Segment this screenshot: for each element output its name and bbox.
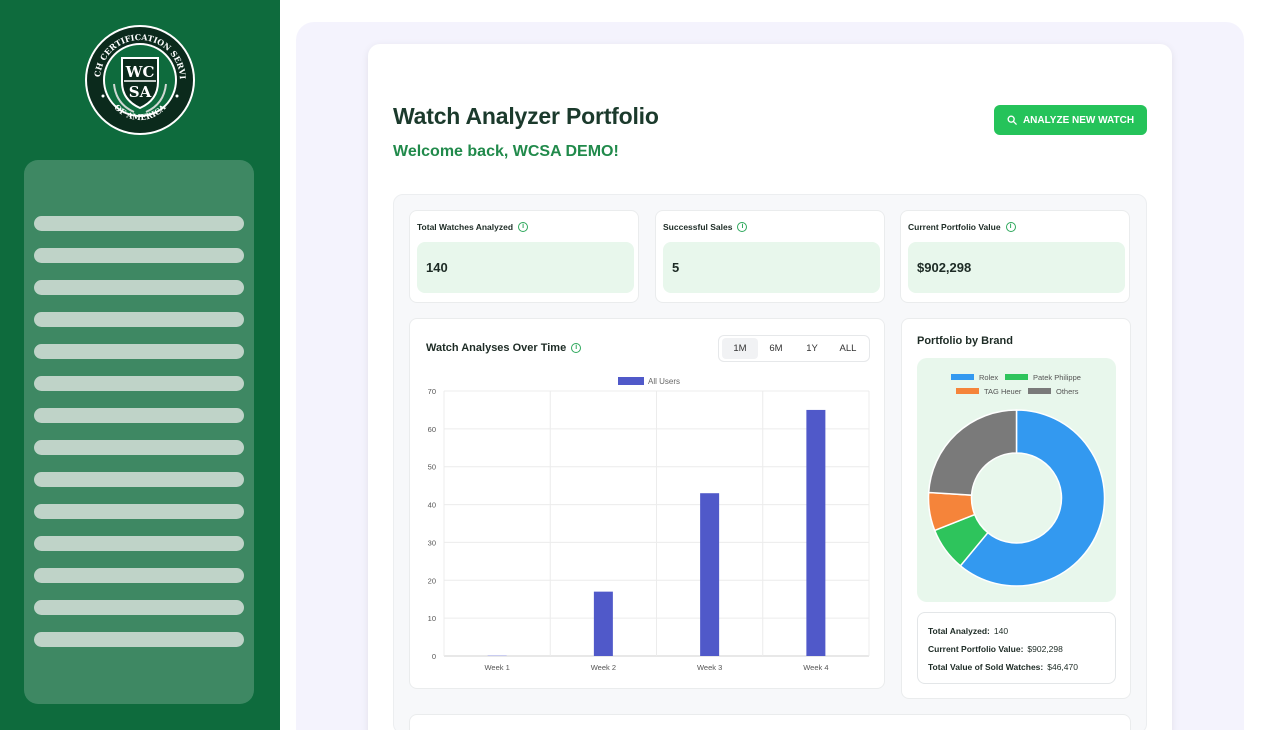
sidebar-item[interactable] (34, 632, 244, 647)
y-tick-label: 30 (428, 538, 436, 547)
legend-label: Rolex (979, 373, 998, 382)
analyze-button-label: ANALYZE NEW WATCH (1022, 114, 1135, 126)
stat-value: 140 (417, 242, 634, 293)
bottom-card (409, 714, 1131, 730)
legend-swatch (1028, 388, 1051, 394)
sidebar-item[interactable] (34, 440, 244, 455)
analyses-chart-card: Watch Analyses Over Time i 1M 6M 1Y ALL A… (409, 318, 885, 689)
x-tick-label: Week 1 (484, 663, 509, 672)
chart-title: Watch Analyses Over Time (426, 342, 567, 354)
legend-swatch (956, 388, 979, 394)
sidebar-item[interactable] (34, 504, 244, 519)
y-tick-label: 50 (428, 463, 436, 472)
sidebar-item[interactable] (34, 248, 244, 263)
legend-swatch (951, 374, 974, 380)
donut-panel: Rolex Patek Philippe TAG Heuer Others (917, 358, 1116, 602)
portfolio-summary: Total Analyzed: 140 Current Portfolio Val… (917, 612, 1116, 684)
bar[interactable] (806, 409, 826, 656)
sidebar-item[interactable] (34, 376, 244, 391)
donut-slice[interactable] (959, 409, 1106, 587)
info-icon[interactable]: i (1005, 222, 1016, 232)
brand-donut-chart: Rolex Patek Philippe TAG Heuer Others (927, 373, 1106, 587)
donut-slice[interactable] (927, 409, 1018, 496)
stat-card-successful-sales: Successful Sales i 5 (655, 210, 885, 303)
bar[interactable] (593, 591, 613, 656)
summary-portfolio-value: Current Portfolio Value: $902,298 (928, 644, 1063, 654)
analyses-bar-chart: All Users 0 10 20 30 40 50 60 70 Week 1 Week 2 Week… (428, 377, 870, 672)
tab-6m[interactable]: 6M (769, 343, 783, 354)
x-tick-label: Week 4 (803, 663, 828, 672)
sidebar-item[interactable] (34, 280, 244, 295)
info-icon[interactable]: i (571, 343, 582, 353)
time-range-tabs: 1M 6M 1Y ALL (718, 335, 870, 362)
sidebar-item[interactable] (34, 344, 244, 359)
seal-mark-bottom: SA (129, 83, 152, 101)
y-tick-label: 40 (428, 501, 436, 510)
x-tick-label: Week 3 (697, 663, 722, 672)
legend-label: TAG Heuer (984, 387, 1022, 396)
analyze-new-watch-button[interactable]: ANALYZE NEW WATCH (994, 105, 1147, 135)
welcome-message: Welcome back, WCSA DEMO! (393, 143, 619, 160)
y-tick-label: 0 (432, 652, 436, 661)
stat-label: Current Portfolio Value (908, 222, 1001, 232)
sidebar-item[interactable] (34, 568, 244, 583)
wcsa-seal-icon: WATCH CERTIFICATION SERVICES OF AMERICA … (79, 16, 195, 135)
page-title: Watch Analyzer Portfolio (393, 103, 659, 129)
tab-all[interactable]: ALL (839, 343, 857, 354)
tab-1m[interactable]: 1M (722, 338, 758, 359)
summary-sold-value: Total Value of Sold Watches: $46,470 (928, 662, 1078, 672)
stat-value: $902,298 (908, 242, 1125, 293)
stat-label: Total Watches Analyzed (417, 222, 514, 232)
y-tick-label: 20 (428, 576, 436, 585)
sidebar-item[interactable] (34, 600, 244, 615)
legend-swatch (618, 377, 644, 385)
bar[interactable] (700, 493, 720, 656)
y-tick-label: 10 (428, 614, 436, 623)
stat-value: 5 (663, 242, 880, 293)
summary-total-analyzed: Total Analyzed: 140 (928, 626, 1009, 636)
legend-label: Patek Philippe (1033, 373, 1081, 382)
legend-swatch (1005, 374, 1028, 380)
sidebar-item[interactable] (34, 408, 244, 423)
chart-legend: All Users (618, 377, 680, 386)
stat-card-portfolio-value: Current Portfolio Value i $902,298 (900, 210, 1130, 303)
x-tick-label: Week 2 (591, 663, 616, 672)
wcsa-logo[interactable]: WATCH CERTIFICATION SERVICES OF AMERICA … (79, 16, 196, 136)
tab-1y[interactable]: 1Y (806, 343, 818, 354)
info-icon[interactable]: i (737, 222, 748, 232)
brand-chart-title: Portfolio by Brand (917, 335, 1013, 347)
y-tick-label: 70 (428, 387, 436, 396)
legend-label: Others (1056, 387, 1079, 396)
stat-label: Successful Sales (663, 222, 733, 232)
sidebar-item[interactable] (34, 312, 244, 327)
sidebar-item[interactable] (34, 472, 244, 487)
legend-label: All Users (648, 377, 680, 386)
seal-mark-top: WC (125, 63, 155, 81)
sidebar-item[interactable] (34, 536, 244, 551)
bar[interactable] (487, 655, 507, 656)
y-tick-label: 60 (428, 425, 436, 434)
sidebar: WATCH CERTIFICATION SERVICES OF AMERICA … (0, 0, 280, 730)
brand-chart-card: Portfolio by Brand Rolex Patek Philippe TA… (901, 318, 1131, 699)
stat-card-total-watches: Total Watches Analyzed i 140 (409, 210, 639, 303)
search-icon (1007, 115, 1017, 125)
info-icon[interactable]: i (518, 222, 529, 232)
sidebar-nav (24, 160, 254, 704)
sidebar-item[interactable] (34, 216, 244, 231)
